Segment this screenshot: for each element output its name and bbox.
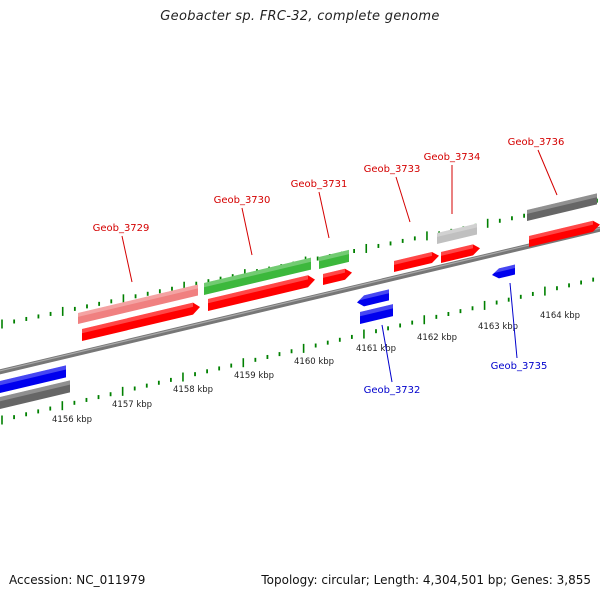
gene-label-geob-3732-text: Geob_3732 [364, 385, 421, 396]
accession-text: Accession: NC_011979 [9, 573, 146, 587]
tick-rows [1, 198, 598, 425]
gene-label-geob-3733: Geob_3733 [364, 164, 421, 223]
gene-label-geob-3735: Geob_3735 [491, 282, 548, 372]
scale-label: 4158 kbp [173, 385, 213, 395]
gene-label-geob-3736: Geob_3736 [508, 137, 565, 196]
gene-bar-geob-3735 [492, 264, 515, 279]
gene-label-geob-3730-text: Geob_3730 [214, 195, 271, 206]
scale-label: 4156 kbp [52, 415, 92, 425]
gene-bar-geob-3736-gray [527, 193, 597, 221]
gene-label-geob-3732: Geob_3732 [364, 324, 421, 396]
gene-bar-geob-3734 [441, 244, 480, 263]
scale-label: 4159 kbp [234, 371, 274, 381]
gene-label-geob-3735-text: Geob_3735 [491, 361, 548, 372]
gene-labels: Geob_3729 Geob_3730 Geob_3731 Geob_3732 Geob… [93, 137, 565, 396]
gene-label-geob-3734: Geob_3734 [424, 152, 481, 214]
genome-stats-text: Topology: circular; Length: 4,304,501 bp… [261, 573, 591, 587]
gene-bar-geob-3730-green [204, 257, 311, 295]
gene-bar-left-blue [0, 365, 66, 394]
gene-label-geob-3736-text: Geob_3736 [508, 137, 565, 148]
gene-label-geob-3733-text: Geob_3733 [364, 164, 421, 175]
leader-line [121, 235, 133, 283]
scale-label: 4161 kbp [356, 344, 396, 354]
gene-bar-geob-3736 [529, 220, 600, 247]
gene-bar-geob-3731-green [319, 249, 349, 269]
leader-line [509, 282, 518, 359]
gene-bar-geob-3734-gray [437, 223, 477, 244]
gene-label-geob-3729: Geob_3729 [93, 223, 150, 283]
gene-label-geob-3729-text: Geob_3729 [93, 223, 150, 234]
gene-label-geob-3730: Geob_3730 [214, 195, 271, 256]
scale-label: 4164 kbp [540, 311, 580, 321]
feature-tracks [0, 193, 600, 410]
gene-bar-geob-3733 [394, 251, 439, 272]
leader-line [318, 191, 330, 239]
gene-label-geob-3731: Geob_3731 [291, 179, 348, 239]
scale-labels: 4156 kbp 4157 kbp 4158 kbp 4159 kbp 4160 kbp… [52, 311, 580, 425]
gene-bar-geob-3731 [323, 268, 352, 285]
scale-label: 4162 kbp [417, 333, 457, 343]
leader-line [241, 207, 253, 256]
scale-label: 4163 kbp [478, 322, 518, 332]
gene-bar-geob-3732 [360, 304, 393, 324]
leader-line [381, 324, 393, 383]
scale-label: 4157 kbp [112, 400, 152, 410]
gene-label-geob-3731-text: Geob_3731 [291, 179, 348, 190]
lower-tick-row [1, 277, 595, 425]
gene-label-geob-3734-text: Geob_3734 [424, 152, 481, 163]
gene-bar-left-gray [0, 380, 70, 410]
leader-line [537, 149, 558, 196]
gene-bar-geob-3732-arrow [357, 289, 389, 307]
gene-bar-geob-3729 [82, 302, 200, 341]
leader-line [395, 176, 411, 223]
gene-bar-geob-3729-pink [78, 284, 198, 324]
scale-label: 4160 kbp [294, 357, 334, 367]
genome-backbone [0, 226, 600, 375]
gene-bar-geob-3730 [208, 275, 315, 311]
map-title: Geobacter sp. FRC-32, complete genome [160, 9, 440, 24]
